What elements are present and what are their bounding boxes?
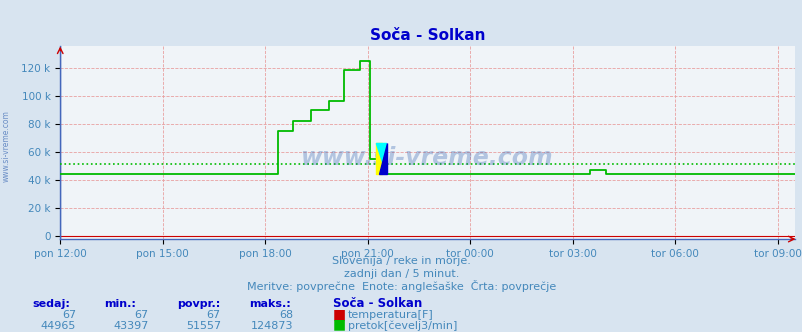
Text: maks.:: maks.: [249,299,290,309]
Text: ■: ■ [333,318,346,332]
Text: 67: 67 [206,310,221,320]
Text: 43397: 43397 [113,321,148,331]
Title: Soča - Solkan: Soča - Solkan [370,28,484,42]
Text: www.si-vreme.com: www.si-vreme.com [2,110,11,182]
Text: temperatura[F]: temperatura[F] [347,310,433,320]
Text: Soča - Solkan: Soča - Solkan [333,297,422,310]
Text: min.:: min.: [104,299,136,309]
Text: 124873: 124873 [250,321,293,331]
Polygon shape [379,143,386,174]
Text: pretok[čevelj3/min]: pretok[čevelj3/min] [347,320,456,331]
Text: zadnji dan / 5 minut.: zadnji dan / 5 minut. [343,269,459,279]
Text: www.si-vreme.com: www.si-vreme.com [301,146,553,170]
Text: ■: ■ [333,307,346,321]
Text: sedaj:: sedaj: [32,299,70,309]
Text: 67: 67 [62,310,76,320]
Text: Meritve: povprečne  Enote: anglešaške  Črta: povprečje: Meritve: povprečne Enote: anglešaške Črt… [246,281,556,292]
Text: 44965: 44965 [41,321,76,331]
Text: Slovenija / reke in morje.: Slovenija / reke in morje. [332,256,470,266]
Text: povpr.:: povpr.: [176,299,220,309]
Text: 68: 68 [278,310,293,320]
Text: 67: 67 [134,310,148,320]
Polygon shape [376,143,386,174]
Text: 51557: 51557 [185,321,221,331]
